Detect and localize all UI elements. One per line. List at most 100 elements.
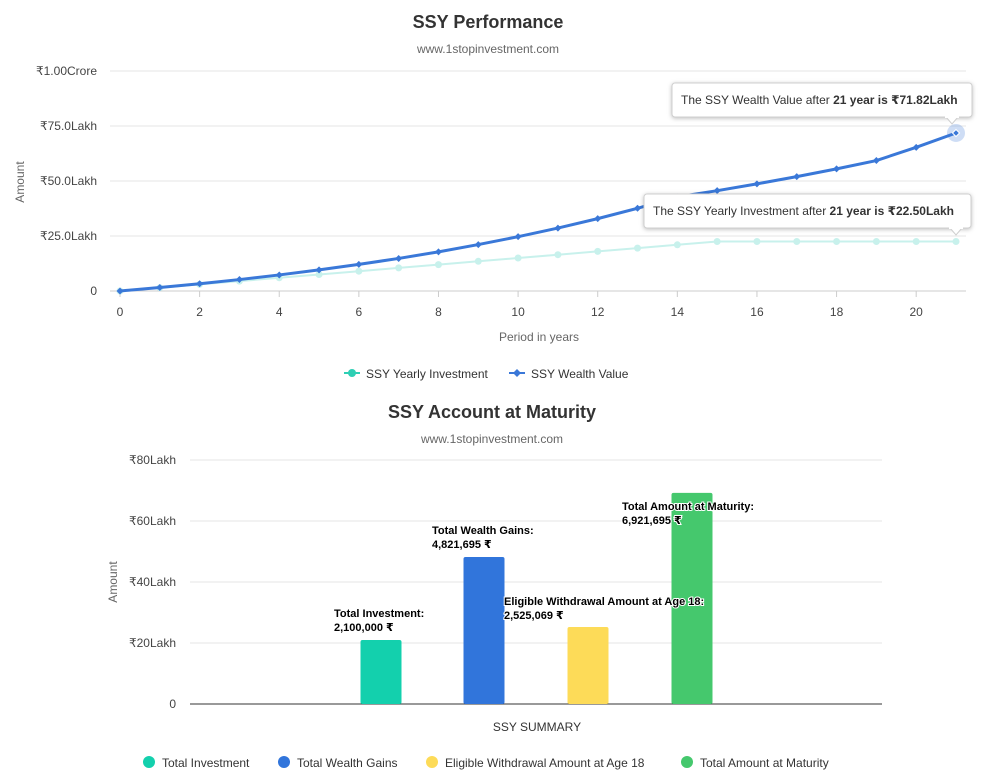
line-chart-series [116, 123, 965, 295]
point-yearly-investment[interactable] [793, 238, 801, 245]
line-chart-y-label: Amount [13, 161, 27, 203]
bar-data-label-value: 2,525,069 ₹ [504, 610, 564, 622]
bar-data-label-title: Eligible Withdrawal Amount at Age 18: [504, 596, 704, 608]
point-yearly-investment[interactable] [634, 244, 642, 252]
point-wealth-value[interactable] [315, 266, 323, 274]
bar-chart-title: SSY Account at Maturity [388, 402, 596, 422]
line-chart-x-tick-label: 16 [750, 305, 764, 319]
legend-item-wealth-value[interactable]: SSY Wealth Value [509, 367, 629, 381]
bar-eligible-withdrawal[interactable] [567, 626, 609, 704]
legend-label-bar: Total Investment [162, 756, 250, 770]
svg-text:The SSY Yearly Investment afte: The SSY Yearly Investment after 21 year … [653, 204, 954, 218]
point-wealth-value[interactable] [753, 180, 761, 188]
point-wealth-value[interactable] [156, 283, 164, 291]
line-chart-x-tick-label: 12 [591, 305, 605, 319]
line-chart-x-tick-label: 0 [117, 305, 124, 319]
legend-marker-bar [426, 756, 438, 768]
point-wealth-value[interactable] [833, 165, 841, 173]
bar-chart-y-axis: 0 ₹20Lakh ₹40Lakh ₹60Lakh ₹80Lakh [129, 453, 176, 711]
legend-item-bar[interactable]: Eligible Withdrawal Amount at Age 18 [426, 756, 645, 770]
point-yearly-investment[interactable] [474, 257, 482, 265]
point-wealth-value[interactable] [594, 215, 602, 223]
point-yearly-investment[interactable] [514, 254, 522, 262]
point-wealth-value[interactable] [275, 271, 283, 279]
tooltip-wealth-value-text: 21 year is ₹71.82Lakh [833, 93, 957, 107]
bar-data-label-value: 6,921,695 ₹ [622, 515, 682, 527]
point-wealth-value[interactable] [951, 128, 961, 138]
line-chart-x-label: Period in years [499, 330, 579, 344]
bar-chart: SSY Account at Maturity www.1stopinvestm… [106, 402, 882, 770]
line-chart-x-tick-label: 2 [196, 305, 203, 319]
point-wealth-value[interactable] [793, 173, 801, 181]
bar-chart-y-label: Amount [106, 561, 120, 603]
legend-marker-yearly-investment [348, 369, 356, 377]
bar-chart-grid [190, 459, 882, 644]
bar-total-wealth-gains[interactable] [463, 556, 505, 704]
point-wealth-value[interactable] [872, 157, 880, 165]
point-yearly-investment[interactable] [833, 238, 841, 245]
line-chart-y-axis: 0 ₹25.0Lakh ₹50.0Lakh ₹75.0Lakh ₹1.00Crore [36, 64, 97, 298]
point-yearly-investment[interactable] [713, 238, 721, 245]
bar-chart-legend: Total Investment Total Wealth Gains Eligib… [143, 756, 829, 770]
point-yearly-investment[interactable] [872, 238, 880, 245]
point-wealth-value[interactable] [474, 241, 482, 249]
legend-item-bar[interactable]: Total Wealth Gains [278, 756, 398, 770]
point-yearly-investment[interactable] [952, 238, 960, 245]
line-chart-y-tick-label: ₹75.0Lakh [40, 119, 97, 133]
point-yearly-investment[interactable] [395, 264, 403, 272]
bar-data-label-title: Total Amount at Maturity: [622, 501, 754, 513]
line-chart: SSY Performance www.1stopinvestment.com … [13, 12, 973, 381]
point-wealth-value[interactable] [235, 276, 243, 284]
point-wealth-value[interactable] [514, 233, 522, 241]
bar-data-label-value: 4,821,695 ₹ [432, 539, 492, 551]
point-yearly-investment[interactable] [355, 267, 363, 275]
line-chart-y-tick-label: ₹1.00Crore [36, 64, 97, 78]
point-yearly-investment[interactable] [554, 251, 562, 259]
point-wealth-value[interactable] [395, 254, 403, 262]
point-wealth-value[interactable] [355, 260, 363, 268]
tooltip-investment-value-text: 21 year is ₹22.50Lakh [830, 204, 954, 218]
legend-label-bar: Total Wealth Gains [297, 756, 398, 770]
point-wealth-value[interactable] [554, 224, 562, 232]
legend-label-bar: Eligible Withdrawal Amount at Age 18 [445, 756, 645, 770]
bar-chart-x-label: SSY SUMMARY [493, 720, 581, 734]
line-chart-y-tick-label: ₹25.0Lakh [40, 229, 97, 243]
line-chart-x-tick-label: 18 [830, 305, 844, 319]
point-yearly-investment[interactable] [315, 271, 323, 278]
bar-total-maturity[interactable] [671, 492, 713, 704]
bar-data-label-title: Total Investment: [334, 608, 424, 620]
point-yearly-investment[interactable] [673, 241, 681, 249]
line-chart-x-tick-label: 4 [276, 305, 283, 319]
series-line-yearly-investment [119, 240, 956, 292]
legend-item-bar[interactable]: Total Investment [143, 756, 250, 770]
line-chart-x-tick-label: 14 [671, 305, 685, 319]
point-yearly-investment[interactable] [753, 238, 761, 245]
legend-marker-bar [143, 756, 155, 768]
legend-item-yearly-investment[interactable]: SSY Yearly Investment [344, 367, 489, 381]
bar-data-label-title: Total Wealth Gains: [432, 525, 534, 537]
point-yearly-investment[interactable] [594, 247, 602, 255]
point-yearly-investment[interactable] [912, 238, 920, 245]
legend-item-bar[interactable]: Total Amount at Maturity [681, 756, 829, 770]
bar-chart-y-tick-label: ₹40Lakh [129, 575, 176, 589]
tooltip-investment-prefix: The SSY Yearly Investment after [653, 204, 830, 218]
point-wealth-value[interactable] [912, 143, 920, 151]
bar-chart-y-tick-label: ₹20Lakh [129, 636, 176, 650]
point-wealth-value[interactable] [434, 248, 442, 256]
point-wealth-value[interactable] [116, 287, 124, 295]
point-wealth-value[interactable] [713, 187, 721, 195]
legend-marker-wealth-value [513, 369, 521, 377]
bar-chart-data-labels: Total Investment: 2,100,000 ₹ Total Wealth… [333, 500, 755, 635]
legend-marker-bar [681, 756, 693, 768]
bar-chart-y-tick-label: 0 [169, 697, 176, 711]
line-chart-x-tick-label: 10 [511, 305, 525, 319]
point-wealth-value[interactable] [196, 280, 204, 288]
bar-total-investment[interactable] [360, 639, 402, 704]
tooltip-wealth-prefix: The SSY Wealth Value after [681, 93, 833, 107]
line-chart-x-tick-label: 8 [435, 305, 442, 319]
point-wealth-value[interactable] [634, 204, 642, 212]
svg-text:The SSY Wealth Value after 21: The SSY Wealth Value after 21 year is ₹7… [681, 93, 958, 107]
point-yearly-investment[interactable] [434, 261, 442, 269]
line-chart-legend: SSY Yearly Investment SSY Wealth Value [344, 367, 629, 381]
